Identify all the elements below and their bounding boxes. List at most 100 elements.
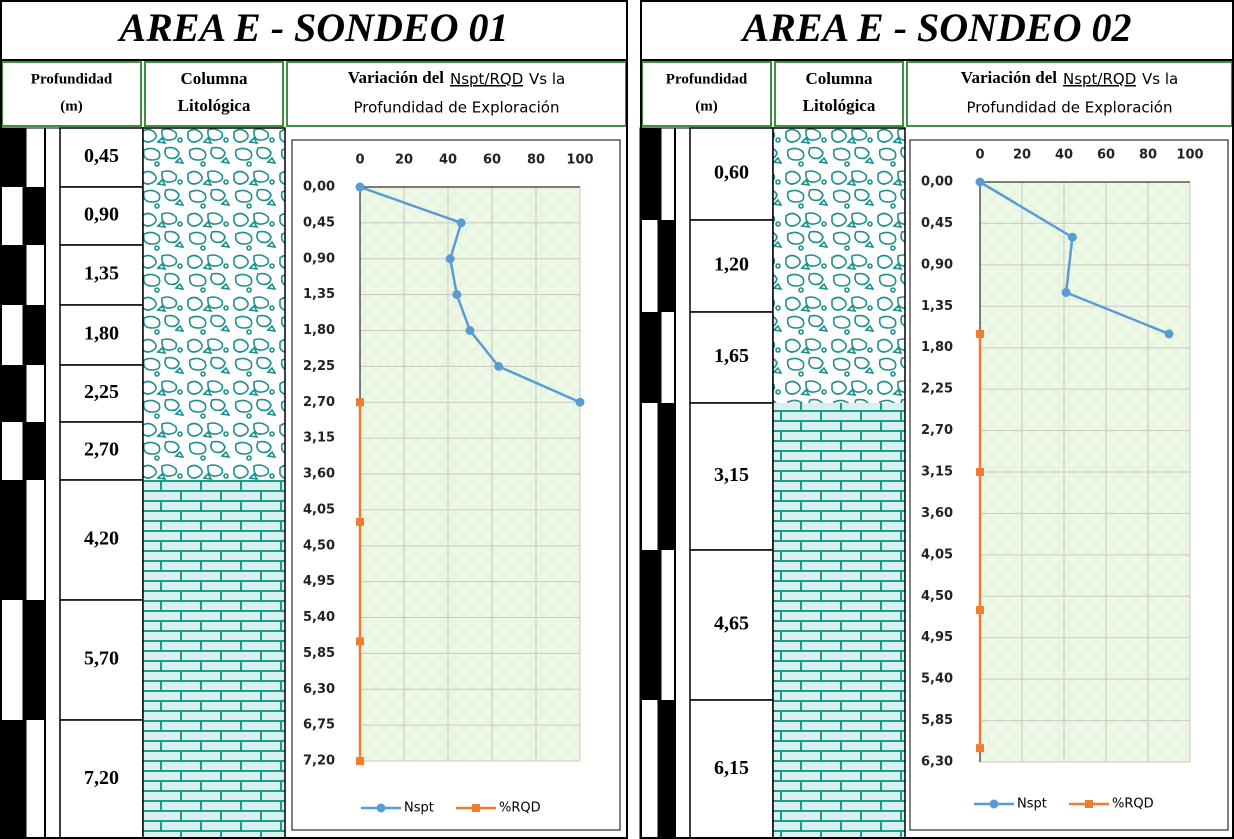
- litho-header: Litológica: [803, 96, 876, 115]
- depth-label: 6,15: [714, 757, 749, 779]
- legend-marker: [990, 800, 999, 809]
- strip-block: [0, 720, 27, 839]
- depth-header: (m): [695, 98, 718, 114]
- y-tick-label: 4,50: [303, 538, 335, 553]
- strip-block: [0, 480, 27, 600]
- depth-label: 1,80: [84, 323, 119, 345]
- x-tick-label: 40: [1055, 148, 1073, 163]
- x-tick-label: 100: [566, 153, 593, 168]
- point-marker: [1165, 329, 1174, 338]
- point-marker: [1062, 288, 1071, 297]
- legend-label: %RQD: [499, 801, 541, 816]
- depth-label: 0,90: [84, 204, 119, 226]
- chart-header-line2: Profundidad de Exploración: [354, 99, 560, 117]
- depth-header: (m): [60, 98, 83, 114]
- x-tick-label: 60: [483, 153, 501, 168]
- depth-label: 0,45: [84, 145, 119, 167]
- y-tick-label: 2,70: [921, 423, 953, 438]
- strip-block: [0, 128, 27, 187]
- chart-header-highlight: Nspt/RQD: [450, 70, 523, 88]
- strip-block: [0, 365, 27, 422]
- strip-block: [23, 187, 46, 245]
- y-tick-label: 4,05: [921, 547, 953, 562]
- y-tick-label: 4,95: [303, 574, 335, 589]
- depth-header: Profundidad: [666, 71, 748, 87]
- strip-block: [658, 403, 676, 550]
- strip-block: [640, 312, 662, 403]
- chart-header: Variación delNspt/RQDVs la: [348, 68, 565, 88]
- y-tick-label: 5,40: [303, 610, 335, 625]
- point-marker: [976, 330, 984, 338]
- lithology-limestone: [773, 403, 905, 839]
- litho-header: Litológica: [178, 96, 251, 115]
- depth-label: 4,65: [714, 613, 749, 635]
- y-tick-label: 0,45: [921, 216, 953, 231]
- chart-header-suffix: Vs la: [1142, 70, 1178, 88]
- point-marker: [1068, 233, 1077, 242]
- y-tick-label: 2,70: [303, 395, 335, 410]
- y-tick-label: 3,15: [303, 431, 335, 446]
- y-tick-label: 6,75: [303, 718, 335, 733]
- legend-label: Nspt: [1017, 797, 1047, 812]
- x-tick-label: 0: [975, 148, 984, 163]
- strip-block: [23, 305, 46, 365]
- x-tick-label: 100: [1176, 148, 1203, 163]
- lithology-gravel: [143, 128, 285, 480]
- strip-block: [0, 245, 27, 305]
- point-marker: [356, 757, 364, 765]
- point-marker: [356, 637, 364, 645]
- y-tick-label: 5,85: [921, 713, 953, 728]
- y-tick-label: 7,20: [303, 754, 335, 769]
- strip-block: [658, 700, 676, 839]
- x-tick-label: 80: [527, 153, 545, 168]
- legend-marker: [1085, 800, 1093, 808]
- x-tick-label: 0: [355, 153, 364, 168]
- chart-header-highlight: Nspt/RQD: [1063, 70, 1136, 88]
- depth-label: 1,20: [714, 254, 749, 276]
- point-marker: [576, 398, 585, 407]
- point-marker: [452, 290, 461, 299]
- legend-label: Nspt: [404, 801, 434, 816]
- y-tick-label: 3,60: [921, 506, 953, 521]
- lithology-gravel: [773, 128, 905, 403]
- y-tick-label: 3,15: [921, 465, 953, 480]
- point-marker: [976, 468, 984, 476]
- y-tick-label: 1,80: [921, 340, 953, 355]
- point-marker: [356, 398, 364, 406]
- point-marker: [494, 362, 503, 371]
- y-tick-label: 0,90: [303, 251, 335, 266]
- depth-label: 3,15: [714, 464, 749, 486]
- chart-header-prefix: Variación del: [961, 68, 1057, 87]
- point-marker: [446, 254, 455, 263]
- y-tick-label: 5,40: [921, 672, 953, 687]
- lithology-limestone: [143, 480, 285, 839]
- point-marker: [466, 326, 475, 335]
- depth-label: 7,20: [84, 767, 119, 789]
- depth-header: Profundidad: [31, 71, 113, 87]
- y-tick-label: 1,35: [303, 287, 335, 302]
- panel: AREA E - SONDEO 01Profundidad(m)ColumnaL…: [0, 1, 627, 839]
- strip-block: [23, 600, 46, 720]
- depth-label: 5,70: [84, 648, 119, 670]
- litho-header: Columna: [180, 69, 248, 88]
- point-marker: [976, 178, 985, 187]
- legend-marker: [472, 804, 480, 812]
- depth-label: 0,60: [714, 162, 749, 184]
- depth-label: 1,65: [714, 345, 749, 367]
- legend-marker: [377, 804, 386, 813]
- chart-header-suffix: Vs la: [529, 70, 565, 88]
- legend-label: %RQD: [1112, 797, 1154, 812]
- y-tick-label: 6,30: [921, 755, 953, 770]
- x-tick-label: 80: [1139, 148, 1157, 163]
- chart-header-line2: Profundidad de Exploración: [967, 99, 1173, 117]
- y-tick-label: 4,95: [921, 630, 953, 645]
- strip-block: [640, 128, 662, 220]
- depth-label: 4,20: [84, 528, 119, 550]
- point-marker: [976, 606, 984, 614]
- y-tick-label: 6,30: [303, 682, 335, 697]
- depth-label: 2,70: [84, 439, 119, 461]
- y-tick-label: 5,85: [303, 646, 335, 661]
- panel: AREA E - SONDEO 02Profundidad(m)ColumnaL…: [640, 1, 1233, 839]
- y-tick-label: 4,05: [303, 502, 335, 517]
- depth-label: 1,35: [84, 263, 119, 285]
